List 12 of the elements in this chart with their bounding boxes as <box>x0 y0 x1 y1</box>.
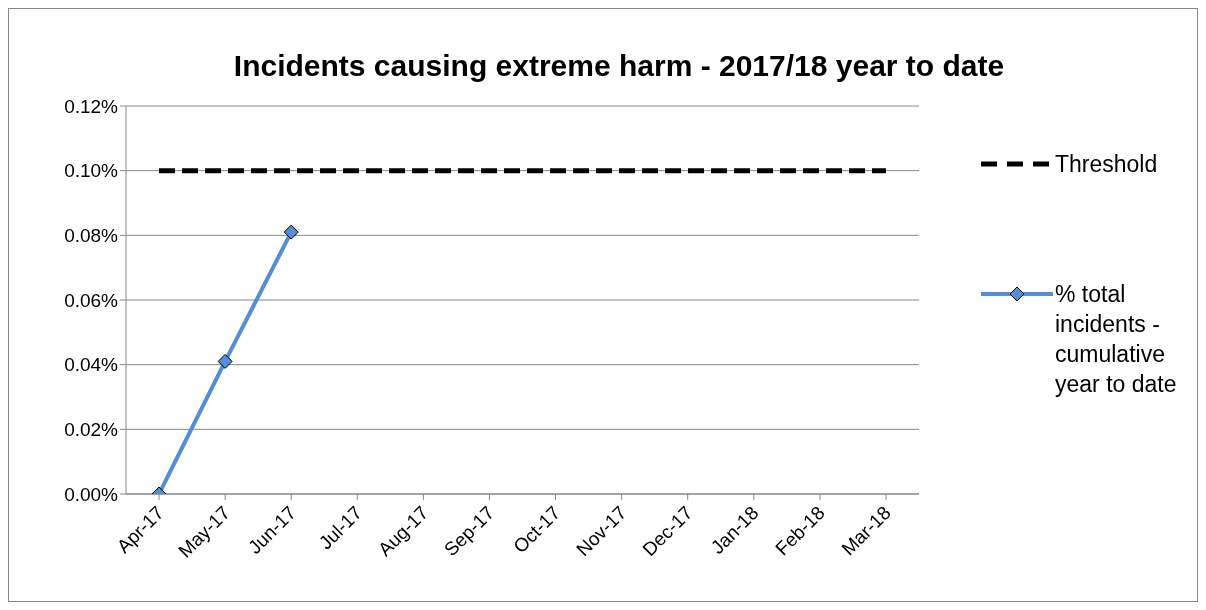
y-tick-label: 0.08% <box>64 225 119 247</box>
y-tick-label: 0.00% <box>64 483 119 505</box>
y-tick-label: 0.04% <box>64 354 119 376</box>
point <box>217 353 233 369</box>
y-tick-label: 0.06% <box>64 289 119 311</box>
y-tick-label: 0.10% <box>64 160 119 182</box>
legend-label: Threshold <box>1055 150 1158 179</box>
y-tick-label: 0.12% <box>64 95 119 117</box>
y-tick-label: 0.02% <box>64 419 119 441</box>
legend-label: % total incidents - cumulative year to date <box>1055 280 1178 399</box>
point <box>283 224 299 240</box>
chart-title: Incidents causing extreme harm - 2017/18 year to date <box>232 49 1006 83</box>
